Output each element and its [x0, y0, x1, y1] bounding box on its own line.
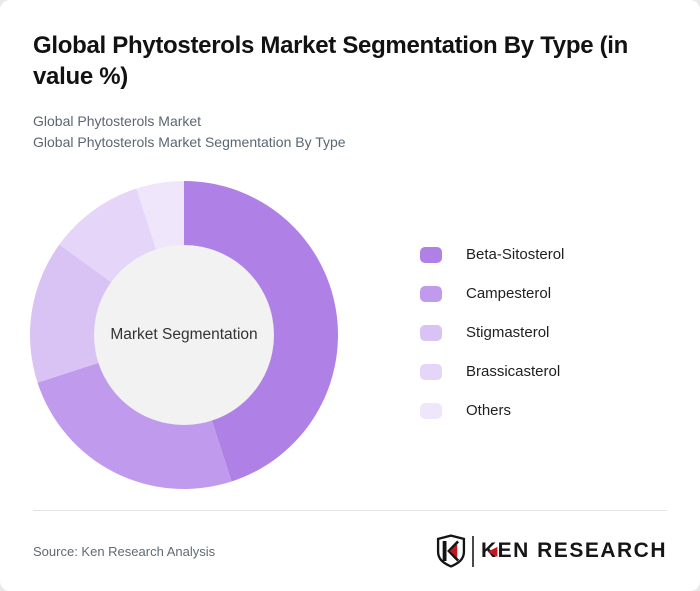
footer-divider — [33, 510, 667, 511]
legend-label: Beta-Sitosterol — [466, 246, 565, 263]
chart-subtitle-market: Global Phytosterols Market — [33, 113, 202, 129]
legend-label: Campesterol — [466, 285, 552, 302]
legend-swatch-icon — [420, 246, 442, 263]
donut-hole — [94, 245, 274, 425]
ken-research-logo: KEN RESEARCH ◀ — [436, 534, 667, 568]
legend-swatch-icon — [420, 324, 442, 341]
source-note: Source: Ken Research Analysis — [33, 543, 216, 559]
legend-item-beta-sitosterol[interactable]: Beta-Sitosterol — [420, 246, 564, 263]
legend-label: Others — [466, 402, 512, 419]
donut-chart: Market Segmentation — [29, 180, 339, 490]
legend-item-campesterol[interactable]: Campesterol — [420, 285, 564, 302]
logo-wordmark: KEN RESEARCH ◀ — [480, 539, 667, 562]
ken-research-shield-icon — [436, 534, 466, 568]
chart-legend: Beta-Sitosterol Campesterol Stigmasterol… — [420, 180, 564, 441]
chart-area: Market Segmentation Beta-Sitosterol Camp… — [29, 180, 700, 490]
legend-swatch-icon — [420, 363, 442, 380]
legend-item-stigmasterol[interactable]: Stigmasterol — [420, 324, 564, 341]
legend-label: Brassicasterol — [466, 363, 561, 380]
chart-subtitles: Global Phytosterols Market Global Phytos… — [33, 111, 667, 153]
legend-item-brassicasterol[interactable]: Brassicasterol — [420, 363, 564, 380]
page-title: Global Phytosterols Market Segmentation … — [33, 32, 629, 90]
legend-label: Stigmasterol — [466, 324, 550, 341]
card-footer: Source: Ken Research Analysis KEN RESEAR… — [0, 510, 700, 591]
donut-svg[interactable] — [29, 180, 339, 490]
legend-item-others[interactable]: Others — [420, 402, 564, 419]
chart-subtitle-segmentation: Global Phytosterols Market Segmentation … — [33, 134, 346, 150]
legend-swatch-icon — [420, 402, 442, 419]
legend-swatch-icon — [420, 285, 442, 302]
logo-separator — [471, 535, 474, 567]
